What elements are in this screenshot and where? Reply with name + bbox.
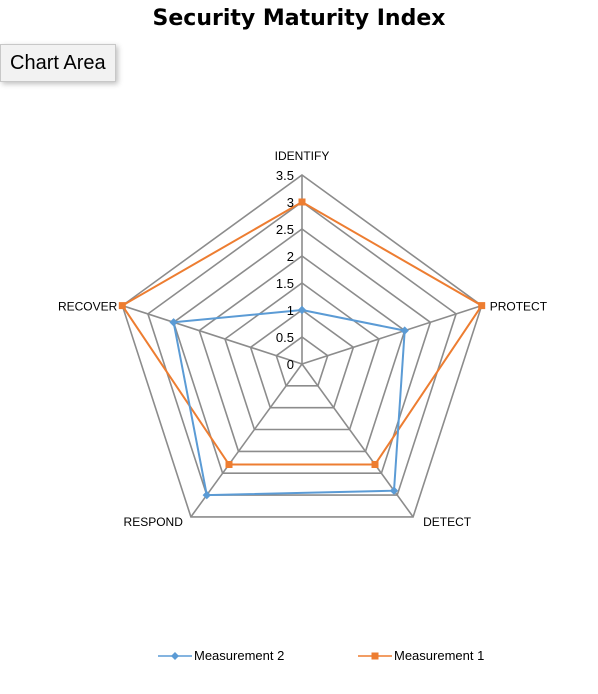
data-point[interactable] xyxy=(389,486,399,495)
chart-title: Security Maturity Index xyxy=(152,6,446,31)
legend-label-measurement-1: Measurement 1 xyxy=(394,648,485,663)
tick-label: 2 xyxy=(287,249,294,264)
data-point[interactable] xyxy=(297,305,307,315)
tick-label: 0.5 xyxy=(276,330,294,345)
series-line xyxy=(172,308,406,497)
category-label: DETECT xyxy=(423,515,472,529)
tick-label: 1 xyxy=(287,303,294,318)
category-label: RECOVER xyxy=(58,300,118,314)
category-label: IDENTIFY xyxy=(275,149,330,163)
tick-label: 3 xyxy=(287,195,294,210)
grid-spoke xyxy=(301,304,482,365)
legend[interactable]: Measurement 2 Measurement 1 xyxy=(0,648,598,670)
chart-area-tooltip: Chart Area xyxy=(0,44,116,82)
legend-item-measurement-2[interactable]: Measurement 2 xyxy=(158,648,284,663)
series-line xyxy=(120,200,484,466)
tick-label: 0 xyxy=(287,357,294,372)
radar-series xyxy=(118,198,486,500)
legend-label-measurement-2: Measurement 2 xyxy=(194,648,285,663)
data-point[interactable] xyxy=(169,318,178,327)
radar-labels: 0 0.5 1 1.5 2 2.5 3 3.5 IDENTIFY PROTECT DETECT RES… xyxy=(58,149,548,529)
category-label: PROTECT xyxy=(490,300,548,314)
grid-ring xyxy=(275,336,329,387)
tick-label: 2.5 xyxy=(276,222,294,237)
tick-label: 1.5 xyxy=(276,276,294,291)
data-point[interactable] xyxy=(225,461,233,468)
radar-grid xyxy=(121,174,483,518)
data-point[interactable] xyxy=(400,326,409,335)
grid-ring xyxy=(224,282,380,431)
data-point[interactable] xyxy=(202,490,211,500)
legend-marker-measurement-1 xyxy=(358,652,392,659)
data-point[interactable] xyxy=(118,302,126,310)
grid-ring xyxy=(172,228,432,475)
grid-ring xyxy=(249,309,355,409)
grid-spoke xyxy=(122,304,303,365)
category-label: RESPOND xyxy=(124,515,184,529)
legend-marker-measurement-2 xyxy=(158,651,192,660)
data-point[interactable] xyxy=(371,461,379,468)
grid-ring xyxy=(146,201,458,496)
data-point[interactable] xyxy=(478,302,486,310)
grid-ring xyxy=(121,174,483,518)
legend-item-measurement-1[interactable]: Measurement 1 xyxy=(358,648,484,663)
tick-label: 3.5 xyxy=(276,168,294,183)
grid-spoke xyxy=(190,363,303,518)
data-point[interactable] xyxy=(298,198,306,206)
